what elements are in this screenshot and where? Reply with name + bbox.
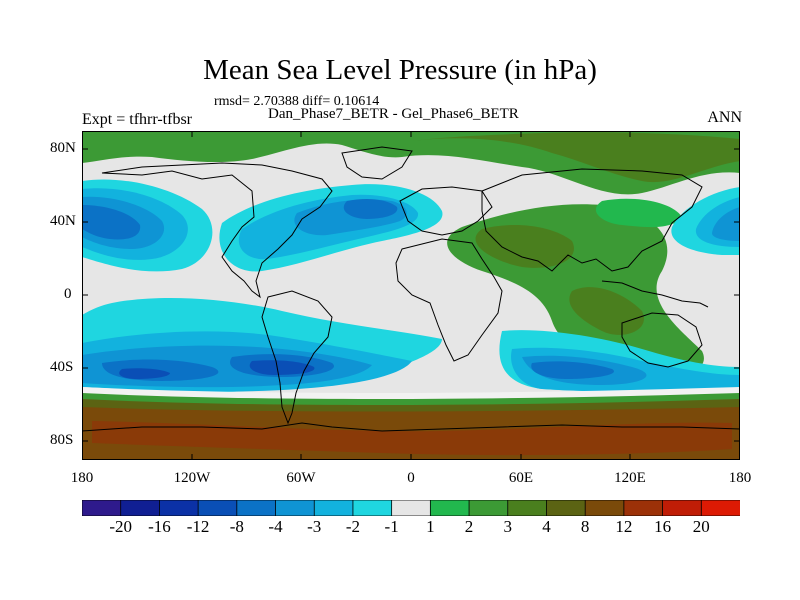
lon-label-120e: 120E <box>614 470 646 486</box>
field-npac-east-3 <box>712 207 740 241</box>
colorbar-level-label: 16 <box>654 517 672 536</box>
field-ant-4 <box>92 421 732 456</box>
lat-label-80n: 80N <box>50 140 76 156</box>
lon-label-60w: 60W <box>286 470 316 486</box>
season-label: ANN <box>707 109 742 126</box>
subtitle: Dan_Phase7_BETR - Gel_Phase6_BETR <box>268 106 519 122</box>
colorbar-level-label: -3 <box>307 517 322 536</box>
lon-label-60e: 60E <box>508 470 534 486</box>
colorbar-level-label: -1 <box>384 517 399 536</box>
lat-label-40n: 40N <box>50 213 76 229</box>
colorbar-swatch <box>623 500 664 516</box>
colorbar-swatch <box>275 500 316 516</box>
field-eastasia-green <box>595 198 682 228</box>
colorbar-swatch <box>82 500 122 516</box>
lat-label-0: 0 <box>64 286 72 302</box>
coast-indonesia <box>601 280 709 308</box>
colorbar-swatch <box>584 500 625 516</box>
field-so-5 <box>249 360 315 375</box>
lon-label-180e: 180 <box>728 470 752 486</box>
stats-line: rmsd= 2.70388 diff= 0.10614 <box>214 94 380 109</box>
colorbar-level-label: -2 <box>345 517 361 536</box>
colorbar-level-label: 3 <box>503 517 513 536</box>
colorbar-swatch <box>429 500 470 516</box>
field-so-4c <box>531 361 614 379</box>
colorbar-level-label: 12 <box>615 517 633 536</box>
colorbar-level-label: 4 <box>542 517 551 536</box>
coast-asia <box>481 168 703 272</box>
colorbar-level-label: 2 <box>464 517 474 536</box>
colorbar-swatch <box>120 500 161 516</box>
colorbar-swatch <box>236 500 277 516</box>
colorbar-swatch <box>159 500 200 516</box>
colorbar-swatch <box>391 500 432 516</box>
field-maritime-olive <box>569 287 644 335</box>
lat-label-80s: 80S <box>50 432 74 448</box>
coast-australia <box>621 312 703 368</box>
coast-antarctica <box>82 422 740 432</box>
colorbar-level-label: 20 <box>692 517 710 536</box>
colorbar-level-label: -12 <box>186 517 210 536</box>
colorbar-swatch <box>546 500 587 516</box>
experiment-label: Expt = tfhrr-tfbsr <box>82 111 193 128</box>
colorbar <box>82 500 740 516</box>
colorbar-swatch <box>700 500 740 516</box>
colorbar-level-label: -20 <box>109 517 133 536</box>
lon-label-0: 0 <box>407 470 415 486</box>
colorbar-level-label: -4 <box>268 517 283 536</box>
lon-label-180w: 180 <box>70 470 94 486</box>
colorbar-swatch <box>313 500 354 516</box>
coast-europe <box>399 186 493 236</box>
colorbar-level-label: 8 <box>580 517 590 536</box>
colorbar-swatch <box>197 500 238 516</box>
lon-label-120w: 120W <box>173 470 211 486</box>
colorbar-level-label: -8 <box>229 517 244 536</box>
field-natl-4 <box>343 199 398 219</box>
coast-south-america <box>261 290 333 425</box>
coast-north-america <box>101 162 333 299</box>
colorbar-level-label: 1 <box>426 517 435 536</box>
coast-africa <box>395 238 503 362</box>
field-npac-4 <box>82 205 141 240</box>
field-north-olive <box>412 132 740 183</box>
colorbar-swatch <box>662 500 703 516</box>
field-so-5b <box>119 368 170 379</box>
chart-title: Mean Sea Level Pressure (in hPa) <box>203 54 597 86</box>
map-plot <box>82 131 740 460</box>
coast-greenland <box>341 146 413 180</box>
colorbar-level-label: -16 <box>148 517 171 536</box>
colorbar-swatch <box>507 500 548 516</box>
colorbar-swatch <box>352 500 393 516</box>
field-asia-olive <box>475 225 574 268</box>
lat-label-40s: 40S <box>50 359 74 375</box>
colorbar-swatch <box>468 500 509 516</box>
